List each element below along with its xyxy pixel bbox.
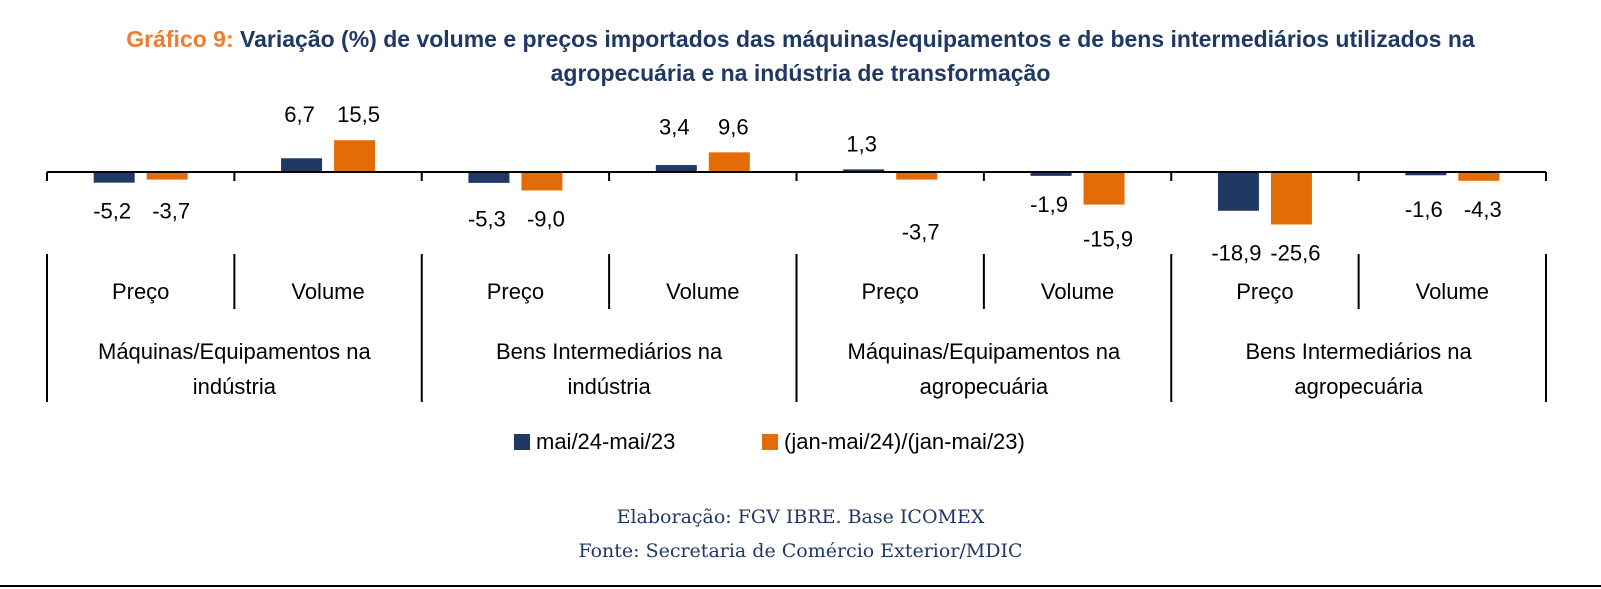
value-label-acumulado-7: -4,3 (1464, 197, 1502, 222)
value-label-acumulado-1: 15,5 (337, 102, 380, 127)
bar-acumulado-2 (521, 172, 563, 191)
bar-acumulado-3 (708, 152, 750, 172)
bar-acumulado-4 (896, 172, 938, 180)
group-label-0-line0: Máquinas/Equipamentos na (98, 339, 371, 364)
bottom-rule (0, 585, 1601, 587)
chart-svg: -5,2 -3,7 6,7 15,5 -5,3 -9,0 3,4 9,6 1,3 -3,7 -1,9… (46, 102, 1547, 454)
value-label-mensal-3: 3,4 (659, 114, 690, 139)
value-label-acumulado-5: -15,9 (1083, 227, 1133, 252)
value-label-acumulado-6: -25,6 (1270, 240, 1320, 265)
bar-mensal-1 (281, 158, 323, 172)
group-label-1-line1: indústria (568, 374, 652, 399)
legend-label-0: mai/24-mai/23 (536, 429, 675, 454)
bar-acumulado-6 (1270, 172, 1312, 225)
chart-title: Gráfico 9: Variação (%) de volume e preç… (0, 22, 1601, 90)
value-label-mensal-4: 1,3 (846, 131, 877, 156)
category-label-4: Preço (861, 279, 918, 304)
value-label-mensal-6: -18,9 (1211, 240, 1261, 265)
value-label-mensal-7: -1,6 (1405, 197, 1443, 222)
value-label-mensal-5: -1,9 (1030, 192, 1068, 217)
footer-elaboracao: Elaboração: FGV IBRE. Base ICOMEX (616, 506, 985, 528)
value-label-mensal-0: -5,2 (93, 199, 131, 224)
bar-mensal-0 (93, 172, 135, 183)
footer-fonte: Fonte: Secretaria de Comércio Exterior/M… (578, 540, 1023, 562)
category-label-7: Volume (1416, 279, 1489, 304)
category-label-3: Volume (666, 279, 739, 304)
legend-swatch-1 (762, 434, 778, 450)
value-label-acumulado-2: -9,0 (527, 206, 565, 231)
category-label-0: Preço (112, 279, 169, 304)
bar-acumulado-0 (146, 172, 188, 180)
bar-acumulado-1 (334, 140, 376, 172)
chart-title-line2: agropecuária e na indústria de transform… (550, 60, 1051, 86)
bar-acumulado-7 (1458, 172, 1500, 181)
legend-swatch-0 (514, 434, 530, 450)
bar-mensal-7 (1405, 172, 1447, 176)
bar-mensal-4 (843, 169, 885, 172)
group-label-2-line0: Máquinas/Equipamentos na (848, 339, 1121, 364)
chart-title-prefix: Gráfico 9: (126, 26, 234, 52)
bar-mensal-2 (468, 172, 510, 183)
group-label-1-line0: Bens Intermediários na (496, 339, 723, 364)
value-label-acumulado-0: -3,7 (152, 199, 190, 224)
value-label-acumulado-3: 9,6 (718, 114, 749, 139)
value-label-mensal-2: -5,3 (468, 206, 506, 231)
category-label-6: Preço (1236, 279, 1293, 304)
category-label-1: Volume (291, 279, 364, 304)
bar-mensal-5 (1030, 172, 1072, 176)
group-label-3-line0: Bens Intermediários na (1246, 339, 1473, 364)
category-label-2: Preço (487, 279, 544, 304)
legend-label-1: (jan-mai/24)/(jan-mai/23) (784, 429, 1025, 454)
group-label-2-line1: agropecuária (920, 374, 1049, 399)
bar-acumulado-5 (1083, 172, 1125, 205)
value-label-acumulado-4: -3,7 (902, 220, 940, 245)
bar-mensal-3 (655, 165, 697, 172)
bar-mensal-6 (1217, 172, 1259, 211)
chart-title-line1: Variação (%) de volume e preços importad… (240, 26, 1475, 52)
category-label-5: Volume (1041, 279, 1114, 304)
group-label-0-line1: indústria (193, 374, 277, 399)
group-label-3-line1: agropecuária (1294, 374, 1423, 399)
value-label-mensal-1: 6,7 (284, 102, 315, 127)
